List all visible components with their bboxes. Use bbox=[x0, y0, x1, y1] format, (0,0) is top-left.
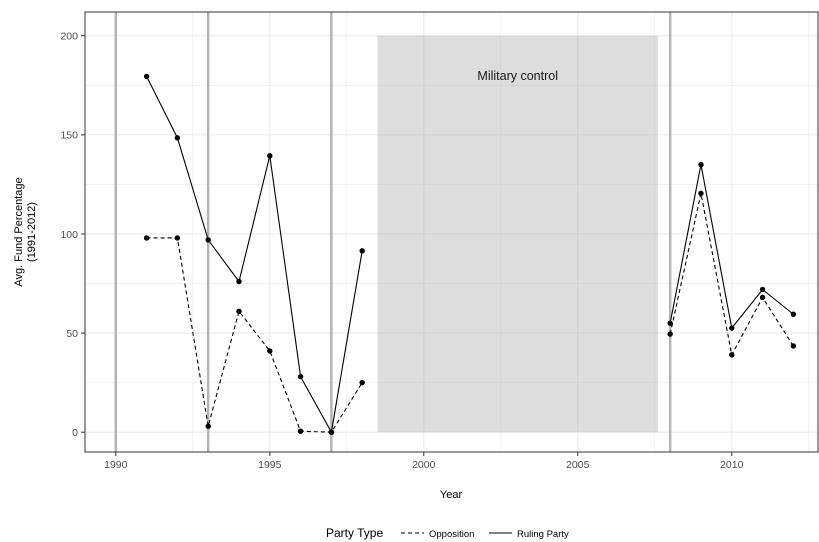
data-point-ruling-party bbox=[790, 311, 797, 317]
data-point-ruling-party bbox=[759, 286, 766, 293]
axes-group: 1990 1995 2000 2005 2010 0 50 100 150 200 bbox=[60, 31, 743, 471]
data-point-ruling-party bbox=[267, 152, 273, 159]
data-point-ruling-party bbox=[328, 429, 335, 435]
x-tick-label: 1990 bbox=[104, 459, 128, 471]
data-point-ruling-party bbox=[205, 237, 211, 243]
legend-entry-label: Opposition bbox=[429, 529, 474, 540]
legend: Party Type Opposition Ruling Party bbox=[326, 526, 569, 540]
x-tick-label: 2010 bbox=[720, 459, 744, 471]
y-tick-label: 50 bbox=[66, 328, 78, 340]
data-point-opposition bbox=[667, 331, 673, 337]
shaded-region-label: Military control bbox=[477, 69, 558, 83]
data-point-opposition bbox=[729, 352, 735, 358]
data-point-ruling-party bbox=[174, 135, 181, 141]
y-axis-label-line: Avg. Fund Percentage bbox=[13, 177, 25, 286]
data-point-opposition bbox=[267, 348, 273, 354]
y-tick-label: 200 bbox=[60, 31, 78, 43]
data-point-ruling-party bbox=[729, 325, 735, 331]
data-point-opposition bbox=[698, 190, 704, 197]
x-axis-label: Year bbox=[440, 489, 463, 501]
data-point-ruling-party bbox=[667, 320, 673, 326]
data-point-opposition bbox=[205, 423, 211, 429]
panel-border bbox=[84, 11, 819, 453]
legend-entry-label: Ruling Party bbox=[517, 529, 569, 540]
data-point-ruling-party bbox=[359, 248, 365, 254]
series-group bbox=[143, 73, 797, 435]
y-tick-label: 0 bbox=[72, 427, 78, 439]
x-tick-label: 1995 bbox=[258, 459, 282, 471]
data-point-opposition bbox=[236, 308, 242, 314]
data-point-ruling-party bbox=[143, 73, 150, 80]
data-point-ruling-party bbox=[297, 373, 304, 380]
shaded-region bbox=[377, 35, 658, 433]
data-point-opposition bbox=[790, 343, 797, 349]
y-axis-label-line: (1991-2012) bbox=[26, 202, 38, 262]
vertical-lines-group bbox=[114, 12, 672, 452]
data-point-opposition bbox=[359, 379, 365, 386]
x-tick-label: 2000 bbox=[412, 459, 436, 471]
x-tick-label: 2005 bbox=[566, 459, 590, 471]
data-point-opposition bbox=[297, 428, 304, 434]
data-point-opposition bbox=[759, 294, 766, 301]
data-point-ruling-party bbox=[236, 278, 242, 285]
legend-title: Party Type bbox=[326, 526, 383, 540]
y-tick-label: 150 bbox=[60, 130, 78, 142]
y-tick-label: 100 bbox=[60, 229, 78, 241]
shaded-region-group: Military control bbox=[377, 35, 658, 433]
series-line-ruling-party bbox=[146, 76, 363, 434]
series-line-opposition bbox=[146, 237, 363, 433]
y-axis-label: Avg. Fund Percentage(1991-2012) bbox=[13, 177, 38, 286]
data-point-opposition bbox=[174, 235, 181, 241]
data-point-opposition bbox=[143, 235, 150, 241]
data-point-ruling-party bbox=[698, 161, 704, 168]
